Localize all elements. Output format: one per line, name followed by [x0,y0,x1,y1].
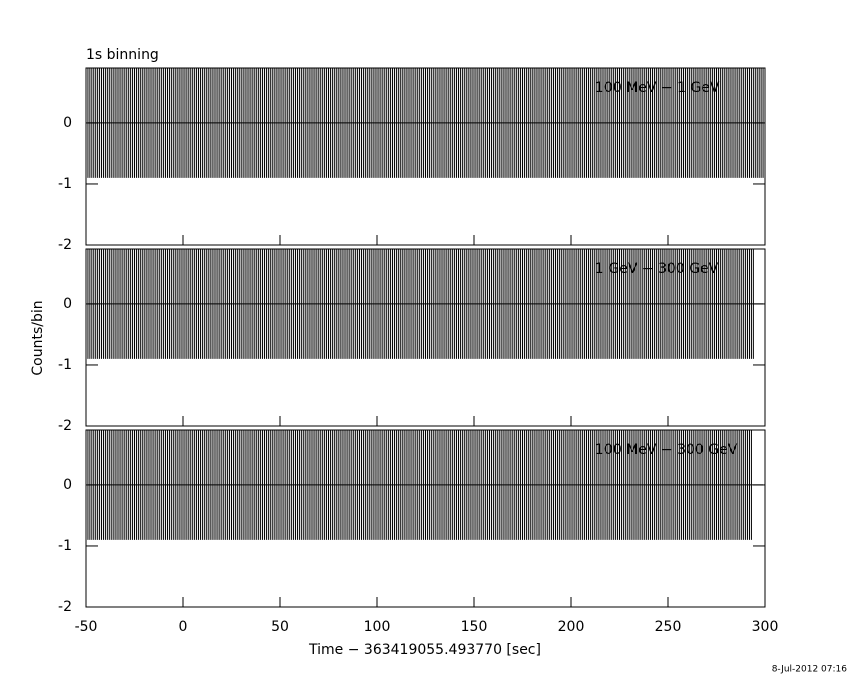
x-tick-label: 150 [461,619,488,635]
plot-area [87,249,764,359]
y-tick-label: -2 [58,418,72,434]
chart-title: 1s binning [86,47,159,63]
x-tick-label: 300 [752,619,779,635]
plot-area [87,430,764,540]
panel-label: 100 MeV − 1 GeV [595,80,720,96]
y-tick-label: -1 [58,538,72,554]
footer-date: 8-Jul-2012 07:16 [772,665,848,675]
panel-label: 100 MeV − 300 GeV [595,442,738,458]
x-axis-label: Time − 363419055.493770 [sec] [308,642,541,658]
y-tick-label: -2 [58,237,72,253]
y-tick-label: -1 [58,357,72,373]
x-tick-label: -50 [75,619,98,635]
y-axis-label: Counts/bin [30,300,46,375]
y-tick-label: 0 [63,296,72,312]
y-tick-label: 0 [63,477,72,493]
x-tick-label: 100 [364,619,391,635]
y-tick-label: -2 [58,599,72,615]
panel-frame [85,67,766,246]
x-tick-label: 0 [179,619,188,635]
y-tick-label: -1 [58,176,72,192]
x-tick-label: 50 [271,619,289,635]
plot-area [87,68,764,178]
x-tick-label: 250 [655,619,682,635]
panel-label: 1 GeV − 300 GeV [595,261,719,277]
y-tick-label: 0 [63,115,72,131]
x-tick-label: 200 [558,619,585,635]
panel-frame [85,248,766,427]
panel-frame [85,429,766,608]
